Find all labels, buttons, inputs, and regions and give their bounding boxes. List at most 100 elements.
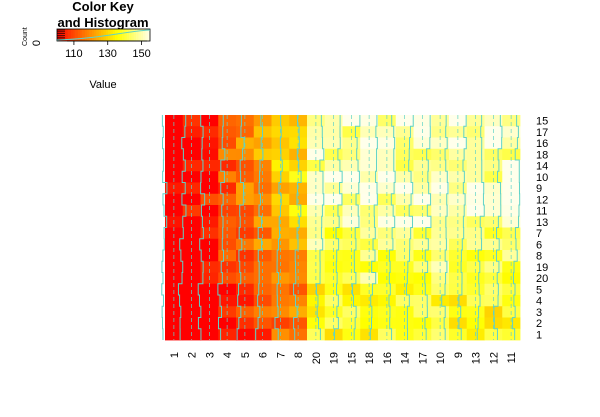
color-key-segment — [138, 29, 142, 41]
heatmap-cell — [324, 115, 343, 127]
heatmap-cell — [182, 317, 201, 330]
heatmap-cell — [395, 115, 414, 127]
heatmap-cell — [395, 227, 414, 240]
heatmap-cell — [200, 227, 219, 240]
heatmap-cell — [218, 227, 237, 240]
color-key-segment — [91, 29, 95, 41]
heatmap-cell — [431, 171, 450, 183]
y-tick-label: 1 — [536, 329, 542, 341]
color-key-segment — [61, 29, 65, 41]
heatmap-cell — [253, 205, 272, 217]
heatmap-cell — [182, 171, 201, 183]
heatmap-cell — [324, 227, 343, 240]
color-key-segment — [131, 29, 135, 41]
column-trace — [441, 115, 449, 340]
heatmap-cell — [395, 205, 414, 217]
color-key-segment — [145, 29, 148, 41]
x-tick-label: 13 — [471, 352, 483, 364]
heatmap-cell — [484, 171, 503, 183]
heatmap-cell — [271, 317, 290, 330]
heatmap-cell — [182, 205, 201, 217]
color-key-y-tick: 0 — [31, 40, 43, 46]
column-trace — [315, 115, 325, 340]
heatmap-cell — [236, 171, 255, 183]
heatmap-cell — [466, 317, 485, 330]
heatmap-cell — [466, 227, 485, 240]
heatmap-cell — [236, 205, 255, 217]
heatmap-cell — [289, 171, 308, 183]
color-key-segment — [89, 29, 93, 41]
heatmap-cell — [413, 261, 432, 273]
heatmap-cell — [289, 283, 308, 296]
heatmap-cell — [378, 115, 397, 127]
column-trace — [177, 115, 187, 340]
color-key-segment — [140, 29, 144, 41]
heatmap-cell — [360, 115, 379, 127]
heatmap-cell — [378, 148, 397, 161]
heatmap-cell — [413, 283, 432, 296]
color-key-segment — [73, 29, 76, 41]
heatmap-cell — [289, 227, 308, 240]
x-tick-label: 15 — [346, 352, 358, 364]
heatmap-cell — [484, 205, 503, 217]
heatmap-cell — [307, 148, 326, 161]
heatmap-cells — [165, 115, 521, 341]
x-tick-label: 9 — [453, 352, 465, 358]
heatmap-cell — [413, 205, 432, 217]
heatmap-cell — [484, 227, 503, 240]
x-tick-label: 11 — [506, 352, 518, 363]
heatmap-cell — [449, 283, 468, 296]
color-key-segment — [66, 29, 69, 41]
heatmap-cell — [165, 171, 184, 183]
heatmap-cell — [307, 115, 326, 127]
x-tick-label: 5 — [240, 352, 252, 358]
color-key-gradient — [56, 28, 151, 42]
heatmap-cell — [378, 317, 397, 330]
x-tick-label: 17 — [417, 352, 429, 364]
heatmap-cell — [431, 261, 450, 273]
column-trace — [512, 115, 521, 340]
y-tick-label: 14 — [536, 161, 548, 173]
column-trace — [405, 115, 414, 340]
x-tick-label: 2 — [187, 352, 199, 358]
heatmap-cell — [360, 148, 379, 161]
y-tick-label: 11 — [536, 206, 547, 218]
heatmap-cell — [413, 171, 432, 183]
heatmap-cell — [502, 115, 521, 127]
y-tick-label: 20 — [536, 273, 548, 285]
heatmap-cell — [236, 317, 255, 330]
heatmap-cell — [182, 148, 201, 161]
heatmap-cell — [289, 205, 308, 217]
heatmap-cell — [466, 171, 485, 183]
heatmap-cell — [431, 115, 450, 127]
x-tick-label: 14 — [400, 352, 412, 364]
heatmap-cell — [502, 317, 521, 330]
y-tick-label: 5 — [536, 284, 542, 296]
color-key-segment — [57, 29, 60, 41]
heatmap-cell — [449, 227, 468, 240]
y-tick-label: 12 — [536, 194, 548, 206]
x-tick-label: 7 — [275, 352, 287, 358]
y-tick-label: 19 — [536, 262, 548, 274]
color-key-segment — [119, 29, 123, 41]
heatmap-traces — [161, 115, 521, 340]
column-trace — [293, 115, 302, 340]
heatmap-cell — [200, 115, 219, 127]
color-key-segment — [136, 29, 139, 41]
heatmap-cell — [431, 227, 450, 240]
heatmap-cell — [271, 227, 290, 240]
y-tick-label: 4 — [536, 296, 542, 308]
heatmap-cell — [165, 148, 184, 161]
color-key-segment — [59, 29, 62, 41]
heatmap-cell — [360, 227, 379, 240]
heatmap-cell — [342, 171, 361, 183]
heatmap-cell — [484, 115, 503, 127]
heatmap-cell — [395, 171, 414, 183]
heatmap-cell — [466, 261, 485, 273]
heatmap-cell — [218, 261, 237, 273]
color-key-segment — [75, 29, 79, 41]
heatmap-cell — [413, 317, 432, 330]
heatmap-cell — [200, 171, 219, 183]
y-tick-label: 10 — [536, 172, 548, 184]
heatmap-cell — [342, 261, 361, 273]
